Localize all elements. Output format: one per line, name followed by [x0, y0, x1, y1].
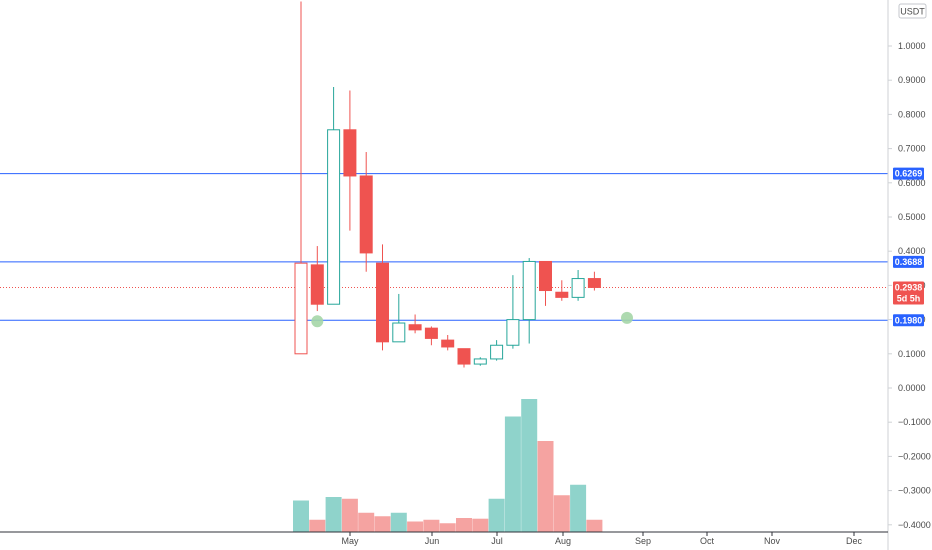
volume-bar	[521, 399, 538, 532]
level-tag-bg	[893, 314, 924, 327]
candle-body	[343, 129, 357, 177]
volume-bar	[293, 500, 309, 532]
volume-bar	[586, 519, 603, 532]
volume-bar	[439, 523, 456, 532]
currency-badge[interactable]: USDT	[898, 3, 927, 19]
candle-body	[473, 358, 487, 365]
candle-body	[392, 322, 406, 343]
volume-bar	[456, 518, 472, 532]
candle-body	[327, 129, 341, 305]
candle-body	[376, 262, 389, 343]
signal-marker	[311, 315, 324, 328]
level-price-tag[interactable]: 0.1980	[893, 314, 924, 327]
x-tick-label: May	[341, 536, 359, 546]
y-tick-label: −0.1000	[898, 417, 931, 427]
level-tag-label: 0.3688	[895, 257, 923, 267]
y-tick-label: 1.0000	[898, 41, 926, 51]
volume-bar	[325, 497, 342, 532]
volume-bar	[553, 495, 570, 532]
candle-body	[424, 327, 438, 339]
volume-bar	[504, 416, 521, 532]
y-tick-label: 0.4000	[898, 246, 926, 256]
candle-body	[294, 262, 308, 355]
level-price-tag[interactable]: 0.3688	[893, 255, 924, 268]
y-tick-label: 0.7000	[898, 144, 926, 154]
volume-bar	[570, 484, 587, 532]
volume-bar	[488, 498, 505, 532]
candle-body	[506, 319, 520, 346]
y-tick-label: 0.5000	[898, 212, 926, 222]
candle-body	[571, 278, 585, 298]
y-tick-label: 0.8000	[898, 109, 926, 119]
level-tag-label: 0.1980	[895, 315, 923, 325]
candle-body	[490, 344, 504, 360]
x-tick-label: Dec	[846, 536, 863, 546]
x-tick-label: Oct	[700, 536, 715, 546]
x-tick-label: Nov	[764, 536, 781, 546]
currency-label: USDT	[900, 7, 925, 17]
candle-body	[555, 291, 569, 298]
y-tick-label: 0.9000	[898, 75, 926, 85]
volume-bar	[390, 512, 407, 532]
candle-body	[457, 348, 471, 365]
y-tick-label: 0.0000	[898, 383, 926, 393]
volume-bar	[537, 441, 554, 532]
x-tick-label: Jul	[491, 536, 503, 546]
level-tag-label: 0.6269	[895, 169, 923, 179]
candle-body	[310, 264, 324, 305]
volume-bar	[374, 516, 391, 532]
y-tick-label: 0.1000	[898, 349, 926, 359]
current-price-label: 0.2938	[895, 283, 923, 293]
candle-body	[408, 324, 422, 331]
current-price-tag-bg	[893, 281, 924, 305]
level-tag-bg	[893, 167, 924, 180]
volume-bar	[472, 518, 489, 532]
y-tick-label: −0.4000	[898, 520, 931, 530]
signal-marker	[621, 311, 633, 324]
candle-body	[587, 278, 601, 288]
volume-bar	[358, 512, 375, 532]
volume-bar	[341, 498, 358, 532]
y-tick-label: −0.3000	[898, 486, 931, 496]
x-tick-label: Sep	[635, 536, 651, 546]
level-price-tag[interactable]: 0.6269	[893, 167, 924, 180]
candle-countdown-label: 5d 5h	[897, 294, 921, 304]
volume-bar	[309, 519, 326, 532]
volume-bar	[407, 521, 424, 532]
x-tick-label: Aug	[555, 536, 571, 546]
candle-body	[539, 260, 552, 292]
y-tick-label: 0.6000	[898, 178, 926, 188]
candle-body	[522, 260, 536, 321]
candle-body	[441, 339, 455, 348]
x-tick-label: Jun	[425, 536, 440, 546]
level-tag-bg	[893, 255, 924, 268]
candle-body	[359, 175, 373, 254]
volume-bar	[423, 519, 440, 532]
y-tick-label: −0.2000	[898, 451, 931, 461]
